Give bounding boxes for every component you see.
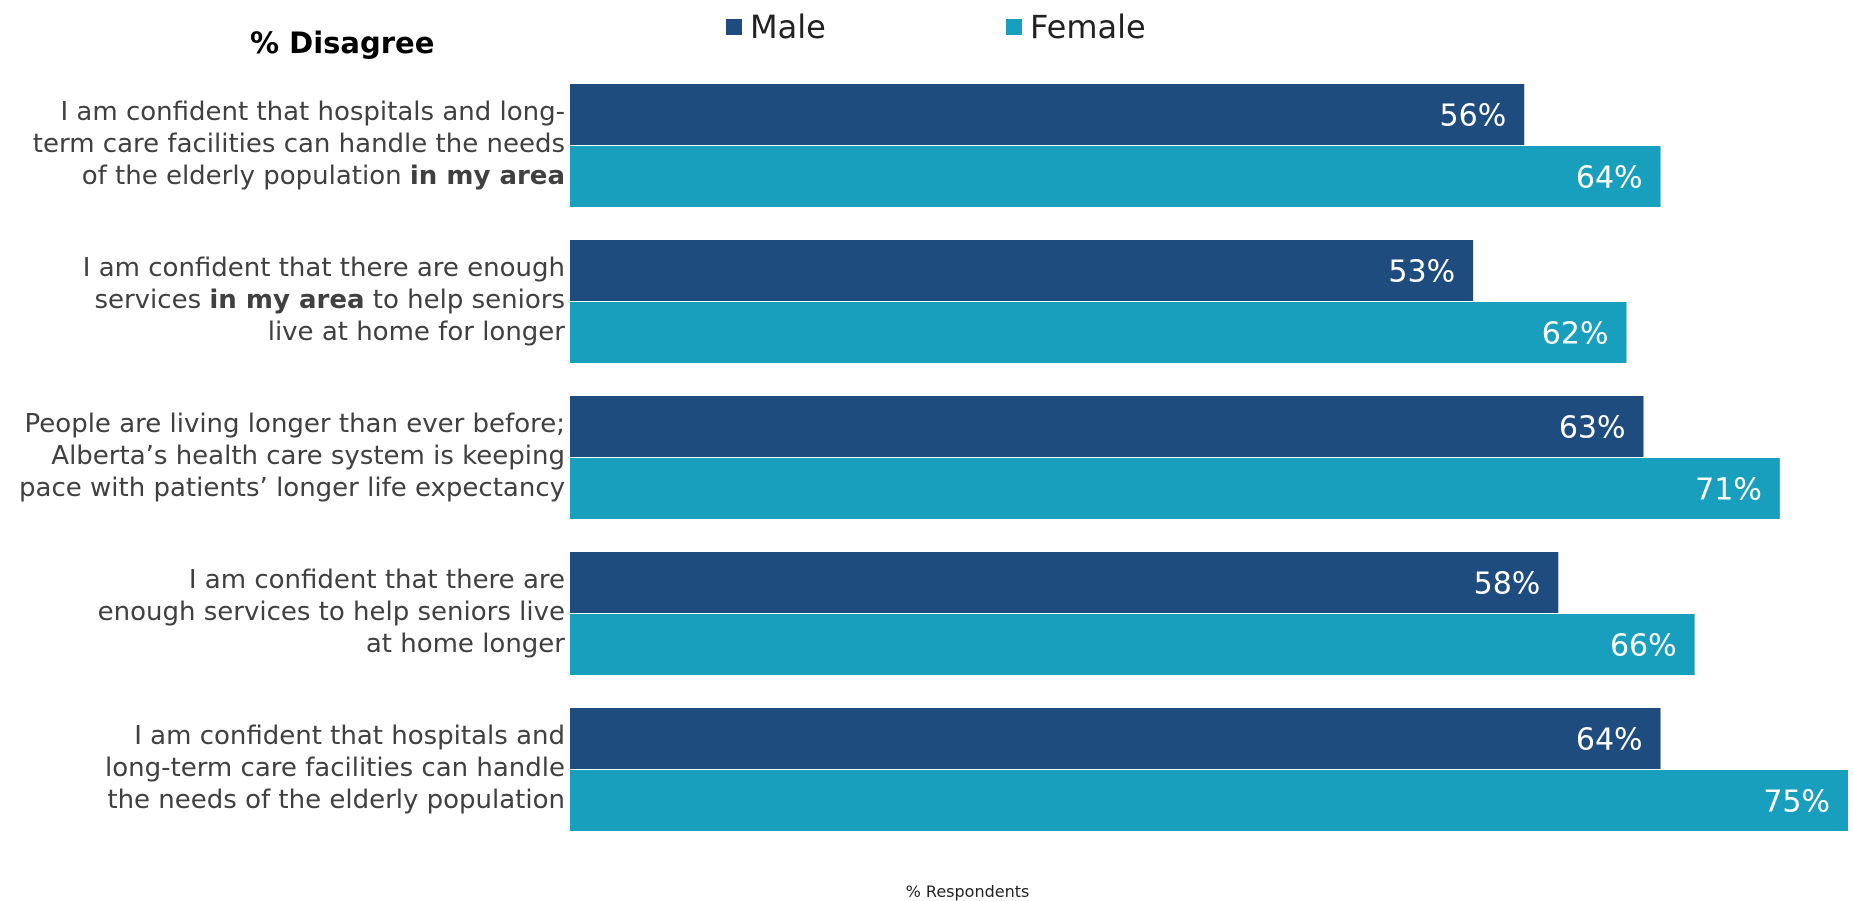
bar-value-label: 58% (1474, 567, 1541, 602)
x-axis-title: % Respondents (905, 882, 1030, 901)
bar-female (570, 146, 1661, 207)
bar-value-label: 64% (1576, 161, 1643, 196)
bar-male (570, 84, 1525, 145)
legend-label: Male (750, 8, 826, 46)
bar-female (570, 614, 1695, 675)
legend-label: Female (1030, 8, 1146, 46)
category-label: People are living longer than ever befor… (19, 408, 565, 503)
category-label: I am confident that hospitals and long-t… (32, 96, 565, 191)
bar-female (570, 458, 1780, 519)
bar-value-label: 71% (1695, 473, 1762, 508)
bar-female (570, 770, 1848, 831)
bar-female (570, 302, 1627, 363)
bar-male (570, 552, 1559, 613)
legend-swatch (1006, 19, 1022, 35)
bar-value-label: 62% (1542, 317, 1609, 352)
panel-title: % Disagree (250, 26, 435, 60)
bar-value-label: 66% (1610, 629, 1677, 664)
bar-value-label: 75% (1763, 785, 1830, 820)
bar-value-label: 64% (1576, 723, 1643, 758)
bar-value-label: 53% (1388, 255, 1455, 290)
bar-male (570, 396, 1644, 457)
bar-value-label: 56% (1440, 99, 1507, 134)
bar-male (570, 240, 1474, 301)
bar-value-label: 63% (1559, 411, 1626, 446)
legend-swatch (726, 19, 742, 35)
bar-male (570, 708, 1661, 769)
legend-item-male: Male (726, 8, 826, 46)
category-label: I am confident that there are enough serv… (97, 564, 565, 659)
category-label: I am confident that there are enough serv… (82, 252, 565, 347)
legend-item-female: Female (1006, 8, 1146, 46)
category-label: I am confident that hospitals and long-te… (105, 720, 565, 815)
